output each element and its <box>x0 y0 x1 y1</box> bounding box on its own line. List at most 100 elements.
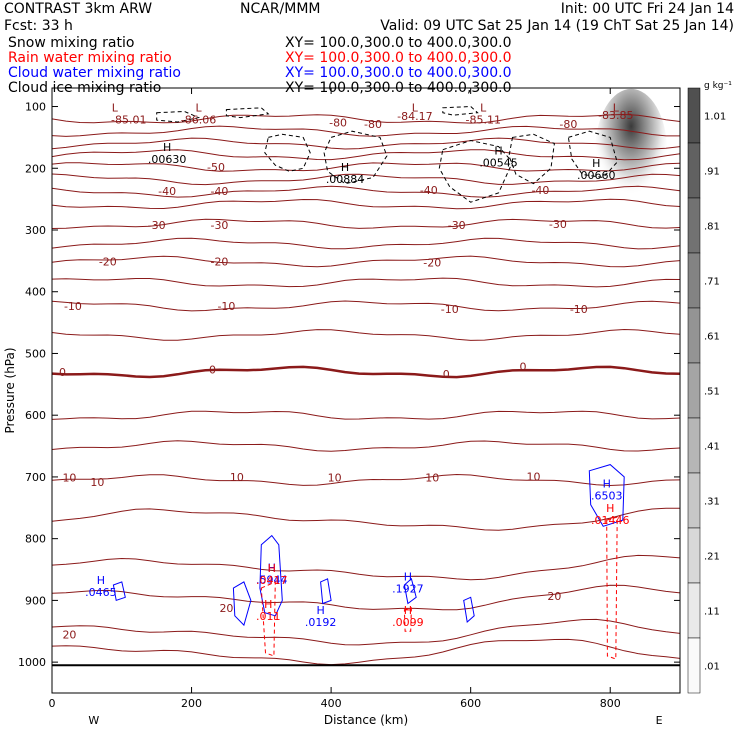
maximum-value: .0099 <box>392 616 424 629</box>
colorbar-label: .71 <box>704 277 720 288</box>
colorbar-swatch <box>687 417 701 474</box>
low-marker: L <box>613 101 620 114</box>
plot-border <box>51 87 681 694</box>
cloud-water-outline <box>320 578 332 605</box>
forecast-hour: Fcst: 33 h <box>4 18 73 34</box>
maximum-marker: H <box>603 477 611 490</box>
isotherm-line <box>51 255 681 268</box>
isotherm-label: 20 <box>219 602 233 615</box>
isotherm-label: -40 <box>531 184 549 197</box>
field-name-rain: Rain water mixing ratio <box>8 50 172 66</box>
isotherm-label: 0 <box>443 368 450 381</box>
isotherm-label: -30 <box>210 219 228 232</box>
isotherm-label: -40 <box>420 184 438 197</box>
rain-water-outline <box>403 607 412 632</box>
cloud-water-outline <box>112 581 126 602</box>
isotherm-label: -10 <box>570 303 588 316</box>
maximum-marker: H <box>592 157 600 170</box>
low-marker: L <box>112 101 119 114</box>
maximum-marker: H <box>264 598 272 611</box>
x-axis-label: Distance (km) <box>324 713 408 727</box>
maximum-value: .1927 <box>392 583 424 596</box>
isotherm-label: -85.01 <box>111 113 146 126</box>
maximum-marker: H <box>494 145 502 158</box>
colorbar-swatch <box>687 582 701 639</box>
y-tick-label: 1000 <box>18 656 46 669</box>
isotherm-line <box>51 277 681 288</box>
isotherm-line <box>51 554 681 581</box>
cloud-ice-outline <box>442 105 479 116</box>
isotherm-label: -40 <box>158 185 176 198</box>
valid-time: Valid: 09 UTC Sat 25 Jan 14 (19 ChT Sat … <box>380 18 734 34</box>
rain-water-outline <box>260 581 276 657</box>
colorbar-swatch <box>687 87 701 144</box>
isotherm-line <box>51 473 681 487</box>
y-tick-label: 400 <box>25 286 46 299</box>
cloud-ice-outline <box>264 133 311 172</box>
x-tick-label: 0 <box>49 697 56 710</box>
isotherm-label: 10 <box>62 472 76 485</box>
maximum-marker: H <box>268 562 276 575</box>
snow-max-shading <box>595 88 668 214</box>
isotherm-label: 20 <box>547 590 561 603</box>
y-tick-label: 800 <box>25 533 46 546</box>
colorbar-swatch <box>687 637 701 694</box>
field-name-cloud-water: Cloud water mixing ratio <box>8 65 181 81</box>
cloud-water-outline <box>588 464 625 527</box>
cloud-ice-outline <box>156 110 201 123</box>
maximum-value: .00884 <box>326 173 365 186</box>
isotherm-label: 10 <box>90 476 104 489</box>
cloud-water-outline <box>232 581 252 627</box>
isotherm-line <box>51 198 681 210</box>
cloud-water-contours <box>112 464 625 627</box>
isotherm-line <box>51 173 681 186</box>
field-xy-cloud-water: XY= 100.0,300.0 to 400.0,300.0 <box>285 65 512 81</box>
isotherm-line <box>51 125 680 137</box>
temperature-contours <box>51 113 681 667</box>
maximum-marker: H <box>606 502 614 515</box>
maximum-value: .011 <box>256 610 281 623</box>
colorbar-swatch <box>687 362 701 419</box>
maximum-value: .01446 <box>591 514 630 527</box>
maximum-value: .00630 <box>148 153 187 166</box>
cloud-ice-outline <box>508 133 555 185</box>
colorbar-swatch <box>687 472 701 529</box>
isotherm-line <box>51 584 681 611</box>
isotherm-line <box>51 638 681 666</box>
isotherm-line <box>51 137 681 150</box>
isotherm-label: 0 <box>59 366 66 379</box>
maximum-value: .0465 <box>85 586 117 599</box>
isotherm-label: -83.85 <box>598 109 633 122</box>
colorbar-label: 1.01 <box>704 112 726 123</box>
isotherm-line <box>51 507 680 531</box>
colorbar-label: .41 <box>704 442 720 453</box>
colorbar-label: .01 <box>704 662 720 673</box>
colorbar-swatch <box>687 142 701 199</box>
isotherm-label: 10 <box>526 470 540 483</box>
maximum-marker: H <box>404 604 412 617</box>
isotherm-line <box>51 328 681 341</box>
field-xy-rain: XY= 100.0,300.0 to 400.0,300.0 <box>285 50 512 66</box>
colorbar-label: .91 <box>704 167 720 178</box>
isotherm-label: -86.06 <box>181 113 216 126</box>
rain-water-contours <box>260 516 618 660</box>
isotherm-line <box>51 113 681 124</box>
isotherm-line <box>51 218 681 229</box>
rain-water-outline <box>606 516 618 660</box>
cloud-ice-outline <box>225 107 270 119</box>
isotherm-line <box>51 300 681 312</box>
isotherm-label: 0 <box>209 364 216 377</box>
isotherm-label: -20 <box>423 257 441 270</box>
x-end-right: E <box>656 714 663 727</box>
isotherm-label: -30 <box>148 219 166 232</box>
field-name-snow: Snow mixing ratio <box>8 35 135 51</box>
isotherm-line <box>51 365 681 379</box>
isotherm-label: -50 <box>207 161 225 174</box>
y-tick-label: 600 <box>25 409 46 422</box>
low-marker: L <box>412 101 419 114</box>
isotherm-label: -80 <box>559 118 577 131</box>
y-tick-label: 100 <box>25 101 46 114</box>
